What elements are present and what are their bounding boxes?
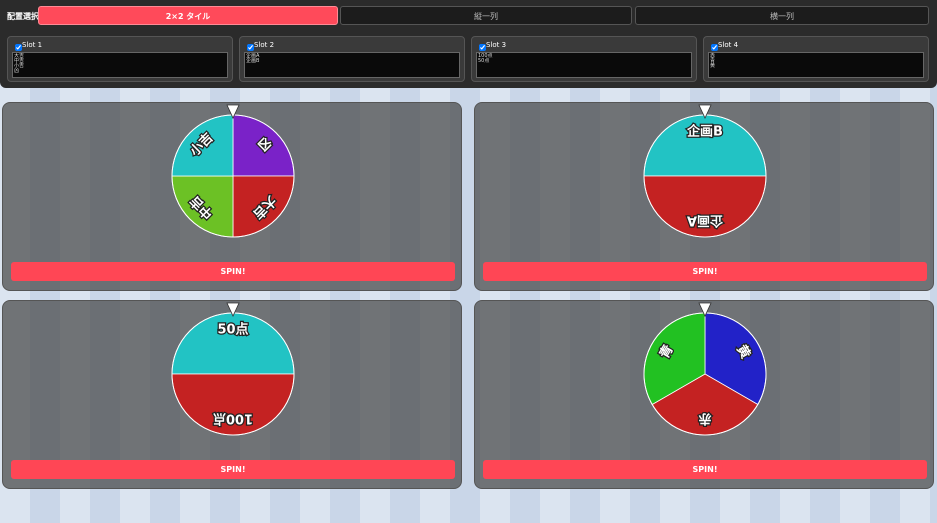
layout-button[interactable]: 縦一列 bbox=[340, 6, 632, 25]
layout-button[interactable]: 横一列 bbox=[635, 6, 929, 25]
wheel-pointer bbox=[226, 302, 240, 317]
wheel-card: 企画B 企画A SPIN! bbox=[474, 102, 934, 291]
slot-checkbox[interactable] bbox=[15, 44, 22, 51]
slot-name: Slot 4 bbox=[718, 41, 739, 49]
slot-name: Slot 1 bbox=[22, 41, 43, 49]
wheel: 50点 100点 bbox=[171, 302, 295, 436]
segment-label: 企画B bbox=[686, 124, 723, 140]
wheel-card: 黄赤青 SPIN! bbox=[474, 300, 934, 489]
slot-name: Slot 2 bbox=[254, 41, 275, 49]
layout-label: 配置選択: bbox=[7, 12, 43, 21]
slot-textarea[interactable]: 100点 50点 bbox=[476, 52, 692, 78]
wheel: 企画B 企画A bbox=[643, 104, 767, 238]
segment-label: 50点 bbox=[217, 322, 248, 338]
slot-name: Slot 3 bbox=[486, 41, 507, 49]
slot-label: Slot 1 bbox=[13, 41, 43, 51]
segment-label: 100点 bbox=[213, 410, 253, 426]
slot-checkbox[interactable] bbox=[711, 44, 718, 51]
slot-label: Slot 4 bbox=[709, 41, 739, 51]
slot-card: Slot 1 大吉 中吉 小吉 凶 bbox=[7, 36, 233, 82]
slot-textarea[interactable]: 大吉 中吉 小吉 凶 bbox=[12, 52, 228, 78]
wheel: 黄赤青 bbox=[643, 302, 767, 436]
wheel-card: 50点 100点 SPIN! bbox=[2, 300, 462, 489]
slot-label: Slot 3 bbox=[477, 41, 507, 51]
slot-checkbox[interactable] bbox=[247, 44, 254, 51]
spin-button[interactable]: SPIN! bbox=[483, 460, 927, 479]
slot-card: Slot 4 赤 青 黄 bbox=[703, 36, 929, 82]
slot-checkbox[interactable] bbox=[479, 44, 486, 51]
spin-button[interactable]: SPIN! bbox=[483, 262, 927, 281]
spin-button[interactable]: SPIN! bbox=[11, 262, 455, 281]
wheel-card: 凶大吉 中吉 小吉 SPIN! bbox=[2, 102, 462, 291]
slot-textarea[interactable]: 企画A 企画B bbox=[244, 52, 460, 78]
layout-button[interactable]: 2×2 タイル bbox=[38, 6, 338, 25]
segment-label: 赤 bbox=[698, 410, 711, 426]
slot-textarea[interactable]: 赤 青 黄 bbox=[708, 52, 924, 78]
wheel-pointer bbox=[698, 302, 712, 317]
slot-card: Slot 3 100点 50点 bbox=[471, 36, 697, 82]
segment-label: 企画A bbox=[687, 212, 724, 228]
spin-button[interactable]: SPIN! bbox=[11, 460, 455, 479]
slot-label: Slot 2 bbox=[245, 41, 275, 51]
wheel-pointer bbox=[698, 104, 712, 119]
slot-card: Slot 2 企画A 企画B bbox=[239, 36, 465, 82]
wheel-pointer bbox=[226, 104, 240, 119]
